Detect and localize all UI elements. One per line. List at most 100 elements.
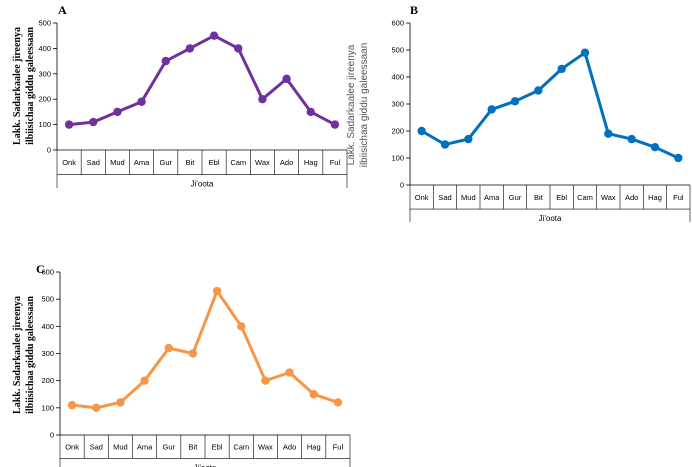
data-point-b-mud — [464, 134, 473, 144]
data-point-c-hag — [309, 390, 318, 399]
data-point-b-ama — [487, 105, 496, 114]
x-axis-label-b: Ji'oota — [539, 214, 562, 223]
x-tick-label-b: Bit — [534, 193, 544, 202]
x-tick-label-b: Sad — [438, 193, 451, 202]
x-tick-label-c: Ama — [137, 443, 153, 452]
chart-panel-c: C 0 100 200 300 400 500 600 Onk Sad Mud Ama Gur Bit Eb… — [0, 245, 351, 467]
x-tick-label-c: Ebl — [212, 443, 223, 452]
data-point-a-onk — [64, 120, 74, 129]
x-tick-label-c: Cam — [233, 443, 249, 452]
y-tick-label-c: 500 — [41, 295, 54, 304]
x-tick-label-c: Sad — [90, 443, 103, 452]
y-axis-label-line-b: ilbiisichaa giddu galeessaan — [359, 43, 370, 168]
data-point-a-ado — [282, 74, 291, 84]
x-tick-label-b: Ado — [625, 193, 638, 202]
x-tick-label-a: Gur — [159, 158, 172, 167]
y-tick-label-b: 600 — [391, 19, 404, 28]
x-tick-label-c: Bit — [189, 443, 199, 452]
x-tick-label-a: Hag — [304, 158, 318, 167]
series-line-b — [420, 51, 680, 160]
data-point-c-ado — [285, 368, 294, 377]
data-point-a-sad — [89, 117, 98, 127]
data-point-a-gur — [161, 56, 170, 66]
data-point-c-mud — [116, 398, 125, 407]
chart-panel-a: A 0 100 200 300 400 500 Onk Sad Mud Ama Gur Bit Ebl Ca… — [0, 0, 350, 225]
y-tick-label-c: 600 — [41, 268, 54, 277]
series-line-c — [70, 289, 340, 410]
chart-a-svg: A 0 100 200 300 400 500 Onk Sad Mud Ama Gur Bit Ebl Ca… — [12, 3, 348, 189]
data-point-b-ebl — [557, 64, 566, 74]
y-tick-label-a: 100 — [38, 120, 51, 129]
x-tick-label-b: Cam — [577, 193, 593, 202]
data-point-b-onk — [417, 126, 426, 136]
y-tick-label-a: 400 — [38, 44, 51, 53]
y-tick-label-a: 300 — [38, 69, 51, 78]
x-tick-label-a: Onk — [62, 158, 76, 167]
x-tick-label-a: Sad — [87, 158, 100, 167]
x-tick-label-c: Hag — [307, 443, 321, 452]
x-tick-label-b: Gur — [509, 193, 522, 202]
data-point-b-ful — [674, 153, 683, 163]
data-point-a-cam — [234, 44, 243, 53]
x-tick-label-a: Ama — [134, 158, 150, 167]
data-point-b-bit — [534, 86, 543, 95]
x-tick-label-c: Gur — [162, 443, 175, 452]
data-point-c-ful — [333, 398, 343, 407]
x-tick-label-c: Onk — [65, 443, 79, 452]
x-tick-label-a: Ebl — [209, 158, 220, 167]
chart-b-svg: B 0 100 200 300 400 500 600 Onk Sad Mud Ama Gur Bit Eb… — [346, 3, 691, 223]
data-point-a-ful — [330, 120, 340, 129]
y-axis-label-c: Lakk. Sadarkaalee jireenya ilbiisichaa gi… — [12, 296, 36, 414]
y-axis-label-line-a: Lakk. Sadarkaalee jireenya — [12, 27, 23, 145]
data-point-b-sad — [440, 140, 450, 149]
data-point-b-gur — [510, 97, 520, 106]
y-tick-label-a: 500 — [38, 19, 51, 28]
x-tick-label-b: Ebl — [556, 193, 567, 202]
y-tick-label-b: 0 — [400, 181, 404, 190]
x-tick-label-a: Mud — [110, 158, 125, 167]
data-point-a-bit — [185, 44, 195, 53]
data-point-b-cam — [580, 48, 590, 57]
y-tick-label-b: 300 — [391, 100, 404, 109]
y-tick-label-a: 200 — [38, 95, 51, 104]
x-tick-label-c: Ful — [333, 443, 344, 452]
panel-letter-c: C — [36, 262, 45, 276]
y-tick-label-c: 100 — [41, 403, 54, 412]
x-axis-label-c: Ji'oota — [194, 463, 217, 467]
y-axis-label-a: Lakk. Sadarkaalee jireenya ilbiisichaa gi… — [12, 27, 36, 145]
x-tick-label-b: Hag — [648, 193, 662, 202]
data-point-a-ebl — [209, 31, 219, 40]
x-tick-label-b: Wax — [601, 193, 616, 202]
y-tick-label-c: 200 — [41, 376, 54, 385]
x-tick-label-a: Ful — [330, 158, 341, 167]
data-point-c-wax — [261, 376, 270, 385]
x-tick-label-c: Mud — [113, 443, 128, 452]
y-tick-label-b: 100 — [391, 154, 404, 163]
y-tick-label-c: 300 — [41, 349, 54, 358]
x-tick-label-a: Bit — [186, 158, 196, 167]
data-point-a-wax — [258, 95, 267, 104]
y-axis-label-b: Lakk. Sadarkaalee jireenya ilbiisichaa gi… — [346, 43, 370, 168]
data-point-b-wax — [604, 129, 613, 138]
x-axis-label-a: Ji'oota — [191, 180, 214, 189]
y-tick-label-b: 500 — [391, 46, 404, 55]
data-point-c-bit — [188, 349, 198, 358]
y-axis-label-line-c: Lakk. Sadarkaalee jireenya — [12, 296, 23, 414]
x-tick-label-c: Ado — [283, 443, 296, 452]
panel-letter-a: A — [58, 3, 67, 17]
data-point-a-ama — [137, 97, 146, 106]
data-point-c-gur — [164, 343, 173, 353]
x-tick-label-b: Ama — [484, 193, 500, 202]
x-tick-label-b: Onk — [415, 193, 429, 202]
y-tick-label-b: 200 — [391, 127, 404, 136]
x-tick-label-a: Wax — [255, 158, 270, 167]
data-point-b-ado — [627, 134, 636, 144]
y-tick-label-c: 0 — [50, 431, 54, 440]
x-tick-label-c: Wax — [258, 443, 273, 452]
y-tick-label-c: 400 — [41, 322, 54, 331]
data-point-c-ama — [140, 376, 149, 385]
x-tick-label-a: Cam — [230, 158, 246, 167]
y-axis-label-line-b: Lakk. Sadarkaalee jireenya — [346, 44, 357, 165]
x-tick-label-b: Ful — [673, 193, 684, 202]
series-line-a — [67, 34, 337, 127]
